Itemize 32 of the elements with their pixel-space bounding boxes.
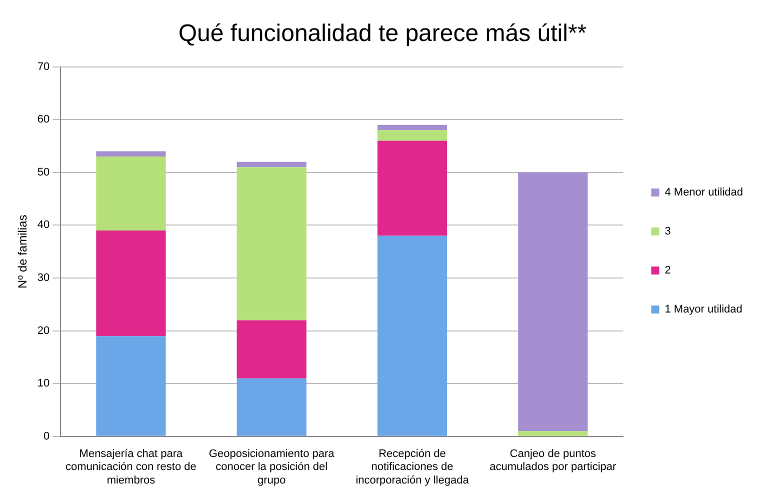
bar xyxy=(518,172,588,432)
bar xyxy=(518,431,588,436)
chart-title: Qué funcionalidad te parece más útil** xyxy=(178,20,587,48)
y-tick-label: 10 xyxy=(37,378,50,390)
bar xyxy=(96,230,166,336)
x-tick-label: Recepción de notificaciones de incorporación y llegada xyxy=(356,448,470,486)
bar xyxy=(377,140,448,236)
y-tick-label: 40 xyxy=(37,219,50,232)
legend-label: 4 Menor utilidad xyxy=(664,186,744,199)
y-axis-title: Nº de familias xyxy=(16,214,30,288)
bar xyxy=(236,167,306,320)
x-tick-label: Mensajería chat para comunicación con resto de miembros xyxy=(66,448,196,486)
bar xyxy=(96,336,166,436)
legend-label: 1 Mayor utilidad xyxy=(664,304,742,316)
y-tick-label: 30 xyxy=(37,272,50,284)
bar xyxy=(96,156,166,230)
y-tick-label: 50 xyxy=(37,166,50,178)
bar xyxy=(377,130,448,141)
bar xyxy=(236,320,306,378)
bar xyxy=(377,236,448,436)
bar xyxy=(236,378,306,436)
x-tick-label: Geoposicionamiento para conocer la posición del grupo xyxy=(208,448,336,486)
y-tick-label: 20 xyxy=(37,324,50,337)
bar xyxy=(377,124,448,130)
legend-label: 3 xyxy=(664,226,671,238)
legend-label: 2 xyxy=(664,264,671,277)
y-tick-label: 60 xyxy=(37,114,50,126)
y-tick-label: 70 xyxy=(37,60,50,73)
bar xyxy=(96,151,166,157)
y-tick-label: 0 xyxy=(44,430,50,442)
bar xyxy=(236,162,306,168)
x-tick-label: Canjeo de puntos acumulados por participar xyxy=(490,448,617,474)
